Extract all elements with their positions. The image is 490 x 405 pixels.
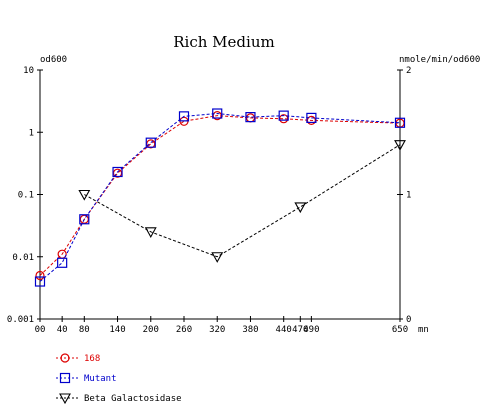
left-tick-label: 10 [23, 66, 34, 76]
data-point [112, 166, 123, 178]
data-point [394, 140, 406, 151]
x-tick-label: 00 [35, 325, 46, 335]
x-tick-label: 470 [292, 325, 308, 335]
data-point [145, 137, 156, 148]
legend-marker [59, 393, 71, 405]
data-point [178, 111, 190, 122]
legend-label: 168 [84, 354, 100, 364]
data-point [306, 112, 317, 124]
series-triangle-down [78, 140, 406, 263]
x-tick-label: 40 [57, 325, 68, 335]
series-line [39, 115, 401, 276]
data-point [78, 189, 91, 201]
data-point [278, 110, 289, 121]
data-point [34, 276, 46, 287]
legend-marker [59, 372, 71, 384]
right-tick-label: 0 [406, 315, 411, 325]
data-point [35, 270, 45, 281]
series-line [84, 144, 401, 258]
legend-label: Mutant [84, 374, 117, 384]
x-tick-label: 380 [242, 325, 258, 335]
chart-title: Rich Medium [173, 33, 274, 51]
data-point [211, 252, 224, 263]
data-point [57, 257, 68, 268]
x-tick-label: 140 [109, 325, 125, 335]
legend: 168 Mutant Beta Galactosidase [56, 353, 182, 405]
right-tick-label: 1 [406, 191, 411, 201]
x-tick-label: 200 [143, 325, 159, 335]
series-square [34, 108, 406, 287]
left-tick-label: 1 [29, 128, 34, 138]
legend-label: Beta Galactosidase [84, 394, 182, 404]
series-layer [34, 108, 406, 287]
left-tick-label: 0.001 [7, 315, 34, 325]
x-tick-label: 650 [392, 325, 408, 335]
series-circle [35, 111, 405, 281]
data-point [394, 117, 406, 128]
data-point [294, 202, 307, 214]
right-tick-label: 2 [406, 66, 411, 76]
x-tick-label: 490 [303, 325, 319, 335]
legend-marker [60, 353, 70, 363]
data-point [79, 214, 90, 225]
right-axis-label: nmole/min/od600 [399, 55, 480, 65]
left-tick-label: 0.01 [12, 253, 34, 263]
data-point [144, 227, 157, 238]
data-point [212, 108, 223, 119]
x-axis-unit: mn [418, 325, 429, 335]
x-tick-label: 320 [209, 325, 225, 335]
x-tick-label: 80 [79, 325, 90, 335]
left-tick-label: 0.1 [18, 191, 34, 201]
series-line [39, 113, 401, 282]
x-tick-label: 440 [276, 325, 292, 335]
x-tick-label: 260 [176, 325, 192, 335]
data-point [245, 112, 256, 123]
left-axis-label: od600 [40, 55, 67, 65]
